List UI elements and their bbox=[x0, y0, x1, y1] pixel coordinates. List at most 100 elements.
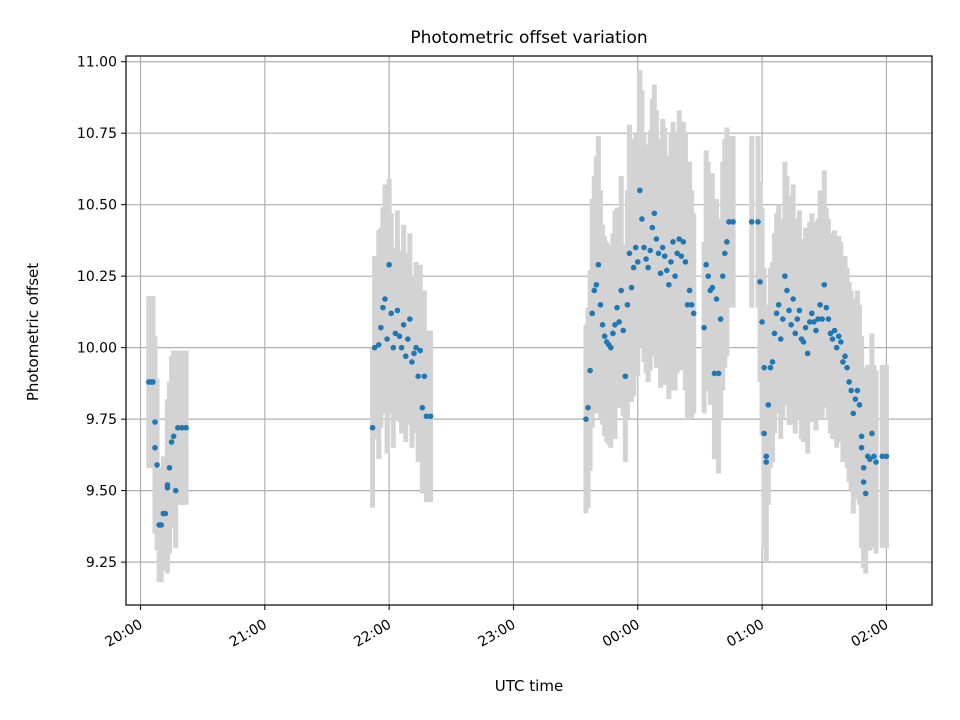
data-point bbox=[813, 327, 819, 334]
data-point bbox=[634, 259, 641, 265]
data-point bbox=[809, 310, 815, 317]
data-point bbox=[378, 324, 384, 331]
data-point bbox=[777, 336, 784, 342]
data-point bbox=[842, 353, 848, 360]
data-point bbox=[152, 444, 158, 451]
data-point bbox=[676, 236, 683, 242]
data-point bbox=[630, 264, 637, 271]
data-point bbox=[622, 373, 629, 380]
data-point bbox=[883, 453, 890, 460]
data-point bbox=[713, 296, 720, 302]
data-point bbox=[641, 244, 647, 251]
data-point bbox=[158, 522, 165, 528]
data-point bbox=[860, 464, 867, 471]
data-point bbox=[869, 430, 875, 437]
data-point bbox=[686, 287, 693, 294]
data-point bbox=[612, 321, 618, 328]
y-tick-label: 9.50 bbox=[86, 484, 117, 500]
data-point bbox=[583, 416, 589, 422]
data-point bbox=[597, 301, 604, 308]
data-point bbox=[767, 364, 774, 371]
data-point bbox=[730, 219, 736, 225]
data-point bbox=[400, 321, 407, 328]
data-point bbox=[174, 424, 181, 431]
data-point bbox=[867, 456, 873, 462]
data-point bbox=[421, 373, 428, 380]
data-point bbox=[415, 373, 421, 380]
data-point bbox=[784, 287, 790, 294]
data-point bbox=[844, 364, 850, 371]
data-point bbox=[587, 367, 593, 374]
data-point bbox=[411, 350, 417, 357]
y-axis-label: Photometric offset bbox=[24, 263, 42, 401]
y-tick-label: 10.75 bbox=[77, 126, 117, 142]
data-point bbox=[172, 487, 179, 494]
data-point bbox=[757, 279, 763, 285]
data-point bbox=[589, 310, 595, 317]
data-point bbox=[624, 301, 631, 308]
data-point bbox=[380, 304, 386, 311]
data-point bbox=[856, 402, 863, 408]
data-point bbox=[610, 330, 616, 337]
data-point bbox=[724, 239, 730, 245]
y-tick-label: 10.00 bbox=[77, 341, 117, 357]
data-point bbox=[871, 453, 877, 460]
data-point bbox=[647, 247, 654, 254]
data-point bbox=[819, 316, 825, 322]
data-point bbox=[682, 259, 689, 265]
data-point bbox=[796, 307, 803, 314]
data-point bbox=[835, 333, 842, 340]
data-point bbox=[183, 424, 189, 431]
data-point bbox=[709, 284, 716, 291]
data-point bbox=[655, 250, 662, 257]
data-point bbox=[769, 359, 776, 365]
data-point bbox=[666, 281, 672, 288]
data-point bbox=[802, 324, 809, 331]
data-point bbox=[862, 490, 869, 497]
data-point bbox=[850, 410, 857, 417]
data-point bbox=[386, 261, 392, 268]
data-point bbox=[672, 273, 678, 279]
data-points bbox=[145, 187, 890, 528]
chart-title: Photometric offset variation bbox=[410, 28, 647, 48]
data-point bbox=[788, 321, 794, 328]
data-point bbox=[854, 387, 861, 394]
data-point bbox=[761, 364, 767, 371]
data-point bbox=[371, 344, 378, 351]
data-point bbox=[811, 319, 817, 325]
data-point bbox=[413, 344, 419, 351]
data-point bbox=[705, 273, 712, 279]
data-point bbox=[369, 424, 376, 431]
data-point bbox=[166, 464, 173, 471]
data-point bbox=[840, 359, 846, 365]
data-point bbox=[790, 296, 796, 302]
data-point bbox=[661, 253, 668, 259]
data-point bbox=[800, 339, 807, 345]
y-tick-label: 10.25 bbox=[77, 269, 117, 285]
data-point bbox=[763, 453, 770, 460]
data-point bbox=[407, 316, 413, 322]
data-point bbox=[388, 310, 395, 317]
data-point bbox=[392, 330, 399, 337]
data-point bbox=[419, 404, 426, 411]
data-point bbox=[848, 387, 854, 394]
data-point bbox=[423, 413, 430, 420]
data-point bbox=[838, 339, 844, 345]
data-point bbox=[402, 353, 409, 360]
data-point bbox=[815, 316, 821, 322]
data-point bbox=[409, 359, 415, 365]
data-point bbox=[761, 430, 767, 437]
data-point bbox=[773, 310, 780, 317]
data-point bbox=[765, 402, 772, 408]
data-point bbox=[639, 216, 645, 222]
y-tick-label: 10.50 bbox=[77, 198, 117, 214]
data-point bbox=[150, 379, 156, 385]
data-point bbox=[404, 336, 411, 342]
data-point bbox=[858, 444, 865, 451]
data-point bbox=[628, 284, 635, 291]
data-point bbox=[715, 370, 722, 377]
data-point bbox=[852, 396, 859, 402]
data-point bbox=[680, 239, 687, 245]
data-point bbox=[748, 219, 755, 225]
data-point bbox=[821, 281, 828, 288]
